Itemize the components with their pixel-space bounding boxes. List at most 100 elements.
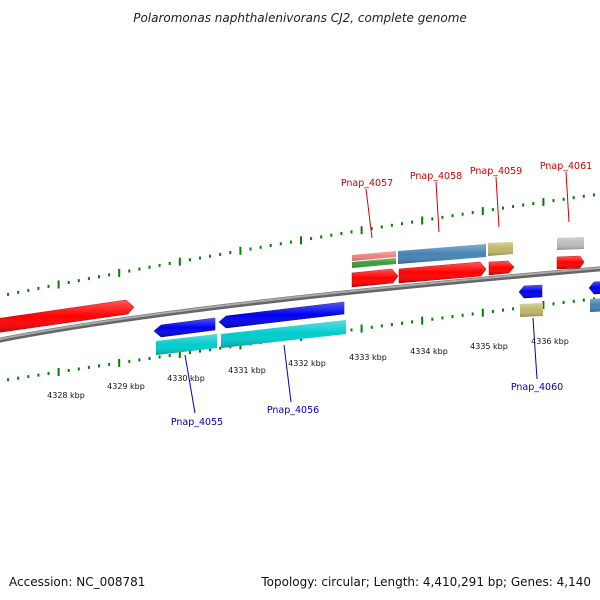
scale-minor-tick [350,328,353,332]
tick-label: 4336 kbp [531,337,569,346]
scale-major-tick [57,280,60,289]
scale-minor-tick [592,193,595,197]
scale-major-tick [542,301,545,309]
scale-minor-tick [229,251,232,255]
scale-minor-tick [411,320,414,324]
scale-major-tick [118,358,121,367]
tick-label: 4334 kbp [410,347,448,356]
scale-minor-tick [390,323,393,327]
scale-minor-tick [380,225,383,229]
scale-minor-tick [47,372,50,375]
gene-teal-feature-4055[interactable] [156,334,217,355]
scale-minor-tick [128,269,131,273]
gene-forward-pnap-4059[interactable] [488,260,515,276]
gene-olive-feature[interactable] [488,242,513,256]
scale-minor-tick [411,220,414,224]
scale-minor-tick [259,245,262,249]
scale-minor-tick [562,197,565,201]
gene-steelblue-right-edge[interactable] [590,298,600,312]
scale-minor-tick [219,346,222,350]
scale-minor-tick [37,286,40,290]
map-title: Polaromonas naphthalenivorans CJ2, compl… [133,11,467,25]
scale-minor-tick [98,275,100,279]
scale-minor-tick [330,233,333,237]
scale-minor-tick [148,265,151,269]
scale-minor-tick [451,315,454,319]
gene-label-pnap-4060[interactable]: Pnap_4060 [511,382,563,393]
scale-minor-tick [451,214,454,218]
scale-minor-tick [188,258,191,262]
scale-minor-tick [491,208,494,212]
scale-minor-tick [168,354,171,357]
gene-label-pnap-4061[interactable]: Pnap_4061 [540,161,592,172]
scale-minor-tick [108,362,111,366]
scale-major-tick [178,257,181,266]
scale-minor-tick [77,279,80,283]
scale-minor-tick [522,203,525,207]
scale-minor-tick [582,194,585,198]
scale-minor-tick [158,355,161,359]
gene-forward-pnap-4057[interactable] [351,268,399,288]
scale-major-tick [239,246,242,255]
scale-minor-tick [47,284,50,288]
gene-olive-feature-4060[interactable] [520,303,543,317]
scale-major-tick [421,316,424,325]
gene-label-pnap-4057[interactable]: Pnap_4057 [341,178,393,189]
tick-labels: 4328 kbp 4329 kbp 4330 kbp 4331 kbp 4332… [47,337,569,400]
gene-label-pnap-4059[interactable]: Pnap_4059 [470,166,522,177]
scale-minor-tick [401,321,403,325]
tick-label: 4332 kbp [288,359,326,368]
gene-reverse-pnap-4055[interactable] [153,317,216,338]
scale-major-tick [481,207,484,216]
scale-minor-tick [350,230,353,234]
scale-minor-tick [108,273,111,277]
scale-minor-tick [269,244,272,247]
tick-label: 4328 kbp [47,391,85,400]
scale-minor-tick [572,299,575,303]
topology-text: Topology: circular; Length: 4,410,291 bp… [261,575,591,589]
scale-minor-tick [87,365,90,369]
scale-minor-tick [502,206,504,210]
scale-minor-tick [17,290,20,294]
scale-minor-tick [461,313,464,317]
tick-label: 4329 kbp [107,382,145,391]
scale-minor-tick [289,240,292,244]
gene-grey-feature[interactable] [557,237,584,250]
accession-text: Accession: NC_008781 [9,575,146,589]
scale-minor-tick [87,277,90,281]
scale-minor-tick [441,215,444,219]
tick-label: 4333 kbp [349,353,387,362]
gene-label-pnap-4055[interactable]: Pnap_4055 [171,417,223,428]
scale-minor-tick [219,252,222,256]
scale-minor-tick [401,222,403,226]
scale-minor-tick [199,256,201,260]
gene-steelblue-feature[interactable] [398,244,486,264]
scale-minor-tick [370,227,373,231]
scale-minor-tick [582,298,585,302]
gene-label-pnap-4058[interactable]: Pnap_4058 [410,171,462,182]
scale-minor-tick [7,292,10,296]
scale-minor-tick [502,308,504,312]
scale-minor-tick [98,364,100,368]
tick-label: 4335 kbp [470,342,508,351]
scale-minor-tick [390,223,393,227]
scale-minor-tick [7,378,10,382]
scale-minor-tick [572,196,575,200]
tick-label: 4330 kbp [167,374,205,383]
scale-minor-tick [552,199,555,203]
scale-minor-tick [441,316,444,320]
gene-reverse-pnap-4060[interactable] [518,284,543,299]
gene-forward-pnap-4061[interactable] [556,255,585,270]
scale-major-tick [360,324,363,333]
scale-major-tick [57,368,60,376]
scale-minor-tick [199,349,201,353]
scale-minor-tick [168,262,171,265]
scale-minor-tick [138,267,141,271]
scale-minor-tick [158,263,161,267]
scale-minor-tick [310,237,313,241]
scale-minor-tick [471,312,474,316]
gene-reverse-right-edge[interactable] [588,281,600,295]
scale-minor-tick [249,247,252,251]
gene-label-pnap-4056[interactable]: Pnap_4056 [267,405,319,416]
